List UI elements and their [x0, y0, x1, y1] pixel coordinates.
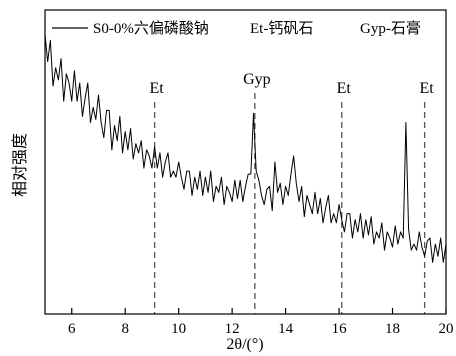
x-tick-label: 16	[332, 321, 348, 337]
peak-marker-label: Et	[420, 80, 435, 97]
peak-marker-label: Et	[337, 80, 352, 97]
y-axis-label: 相对强度	[11, 133, 29, 197]
x-tick-label: 8	[121, 321, 129, 337]
x-tick-label: 18	[385, 321, 400, 337]
plot-frame	[44, 9, 447, 315]
legend-key-gyp: Gyp-石膏	[360, 20, 421, 37]
peak-marker-label: Gyp	[243, 71, 271, 88]
peak-marker-label: Et	[149, 80, 164, 97]
legend-series-label: S0-0%六偏磷酸钠	[93, 20, 209, 37]
series-line	[44, 34, 447, 263]
x-tick-label: 14	[278, 321, 294, 337]
legend: S0-0%六偏磷酸钠 Et-钙矾石 Gyp-石膏	[52, 20, 421, 37]
x-axis-ticks: 6 8 10 12 14 16 18 20	[68, 308, 454, 337]
x-axis-label: 2θ/(°)	[226, 336, 263, 353]
legend-key-et: Et-钙矾石	[250, 20, 313, 37]
x-tick-label: 20	[439, 321, 454, 337]
x-tick-label: 10	[171, 321, 186, 337]
peak-markers: Et Gyp Et Et	[149, 71, 434, 314]
x-tick-label: 12	[225, 321, 240, 337]
x-tick-label: 6	[68, 321, 76, 337]
